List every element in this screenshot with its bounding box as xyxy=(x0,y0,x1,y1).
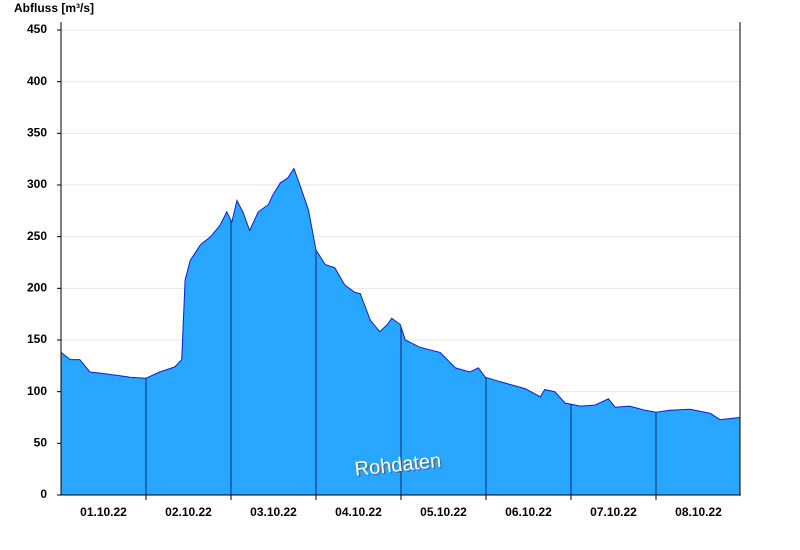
y-tick-label: 300 xyxy=(27,177,47,191)
x-tick-label: 04.10.22 xyxy=(335,505,382,519)
y-tick-label: 200 xyxy=(27,281,47,295)
y-tick-label: 450 xyxy=(27,22,47,36)
y-tick-label: 350 xyxy=(27,126,47,140)
y-tick-label: 150 xyxy=(27,332,47,346)
x-tick-label: 08.10.22 xyxy=(675,505,722,519)
y-tick-label: 400 xyxy=(27,74,47,88)
x-tick-label: 06.10.22 xyxy=(505,505,552,519)
y-tick-label: 100 xyxy=(27,384,47,398)
y-tick-label: 250 xyxy=(27,229,47,243)
x-tick-label: 07.10.22 xyxy=(590,505,637,519)
x-tick-label: 05.10.22 xyxy=(420,505,467,519)
x-tick-label: 03.10.22 xyxy=(250,505,297,519)
y-tick-label: 50 xyxy=(34,436,48,450)
area-outline xyxy=(60,167,741,421)
y-axis-label: Abfluss [m³/s] xyxy=(14,1,94,15)
x-tick-label: 02.10.22 xyxy=(165,505,212,519)
y-tick-label: 0 xyxy=(40,487,47,501)
x-tick-label: 01.10.22 xyxy=(80,505,127,519)
